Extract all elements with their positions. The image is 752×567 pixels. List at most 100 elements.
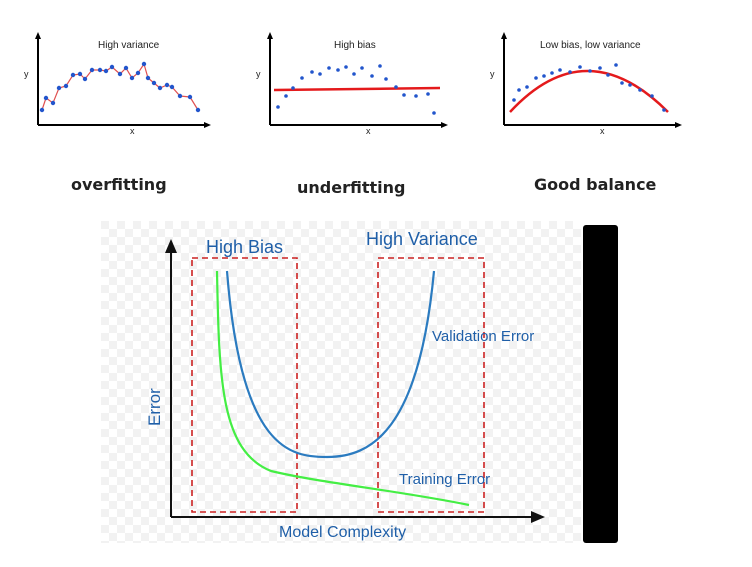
data-point xyxy=(344,65,348,69)
validation-error-label: Validation Error xyxy=(432,328,534,345)
overfitting-plot: High variance y x xyxy=(24,30,211,140)
caption-good-balance: Good balance xyxy=(534,175,657,194)
data-point xyxy=(378,64,382,68)
overfitting-plot-svg: High variance y x xyxy=(24,32,211,136)
data-points xyxy=(512,63,666,112)
y-axis-label: y xyxy=(24,69,29,79)
data-point xyxy=(151,80,157,86)
caption-overfitting: overfitting xyxy=(71,175,167,194)
transparency-background xyxy=(101,221,581,543)
data-point xyxy=(662,108,666,112)
underfitting-plot-svg: High bias y x xyxy=(256,32,448,136)
data-point xyxy=(650,94,654,98)
data-point xyxy=(394,85,398,89)
data-point xyxy=(123,65,129,71)
data-point xyxy=(70,72,76,78)
underfitting-plot: High bias y x xyxy=(256,30,452,140)
bias-variance-diagram: High Bias High Variance Validation Error… xyxy=(101,221,618,543)
data-point xyxy=(187,94,193,100)
x-axis-arrow xyxy=(441,122,448,128)
data-point xyxy=(103,68,109,74)
data-point xyxy=(77,71,83,77)
data-point xyxy=(291,86,295,90)
data-point xyxy=(550,71,554,75)
data-point xyxy=(164,82,170,88)
validation-error-curve xyxy=(225,270,436,459)
data-point xyxy=(43,95,49,101)
data-point xyxy=(558,68,562,72)
data-point xyxy=(56,85,62,91)
data-point xyxy=(336,68,340,72)
data-point xyxy=(534,76,538,80)
data-point xyxy=(568,70,572,74)
data-point xyxy=(318,72,322,76)
data-point xyxy=(129,75,135,81)
data-point xyxy=(402,93,406,97)
data-point xyxy=(588,69,592,73)
high-bias-label: High Bias xyxy=(206,237,283,257)
data-point xyxy=(195,107,201,113)
data-point xyxy=(82,76,88,82)
data-point xyxy=(117,71,123,77)
plot-title: High variance xyxy=(98,40,160,51)
data-point xyxy=(109,64,115,70)
data-point xyxy=(145,75,151,81)
black-side-bar xyxy=(583,225,618,543)
data-point xyxy=(426,92,430,96)
linear-fit-line xyxy=(273,86,441,92)
data-points xyxy=(39,61,201,113)
high-variance-region xyxy=(377,257,485,513)
y-axis-arrow xyxy=(165,239,177,253)
high-bias-region xyxy=(191,257,298,513)
quadratic-fit-curve xyxy=(509,69,669,113)
y-axis-arrow xyxy=(267,32,273,39)
data-point xyxy=(578,65,582,69)
data-point xyxy=(300,76,304,80)
training-error-curve xyxy=(215,270,470,507)
y-axis-label: y xyxy=(490,69,495,79)
data-point xyxy=(360,66,364,70)
x-axis-label: Model Complexity xyxy=(279,524,406,541)
data-point xyxy=(370,74,374,78)
plot-title: Low bias, low variance xyxy=(540,40,641,51)
data-point xyxy=(141,61,147,67)
data-point xyxy=(50,100,56,106)
x-axis-arrow xyxy=(204,122,211,128)
caption-underfitting: underfitting xyxy=(297,178,406,197)
data-point xyxy=(542,74,546,78)
good-balance-plot-svg: Low bias, low variance y x xyxy=(490,32,682,136)
data-point xyxy=(384,77,388,81)
data-point xyxy=(628,83,632,87)
data-point xyxy=(276,105,280,109)
data-point xyxy=(169,84,175,90)
data-point xyxy=(327,66,331,70)
data-point xyxy=(614,63,618,67)
high-variance-label: High Variance xyxy=(366,229,478,249)
data-point xyxy=(525,85,529,89)
x-axis-label: x xyxy=(130,126,135,136)
x-axis-label: x xyxy=(600,126,605,136)
data-point xyxy=(598,66,602,70)
data-point xyxy=(89,67,95,73)
data-point xyxy=(97,67,103,73)
data-point xyxy=(620,81,624,85)
y-axis-arrow xyxy=(501,32,507,39)
y-axis-label: y xyxy=(256,69,261,79)
y-axis-label: Error xyxy=(145,388,164,426)
x-axis-arrow xyxy=(531,511,545,523)
data-point xyxy=(310,70,314,74)
bias-variance-diagram-svg: High Bias High Variance Validation Error… xyxy=(101,221,618,543)
data-point xyxy=(352,72,356,76)
data-point xyxy=(638,88,642,92)
data-point xyxy=(414,94,418,98)
data-point xyxy=(157,85,163,91)
x-axis-arrow xyxy=(675,122,682,128)
y-axis-arrow xyxy=(35,32,41,39)
data-point xyxy=(177,93,183,99)
data-points xyxy=(276,64,436,115)
data-point xyxy=(512,98,516,102)
data-point xyxy=(135,70,141,76)
training-error-label: Training Error xyxy=(399,471,490,488)
data-point xyxy=(284,94,288,98)
data-point xyxy=(517,88,521,92)
